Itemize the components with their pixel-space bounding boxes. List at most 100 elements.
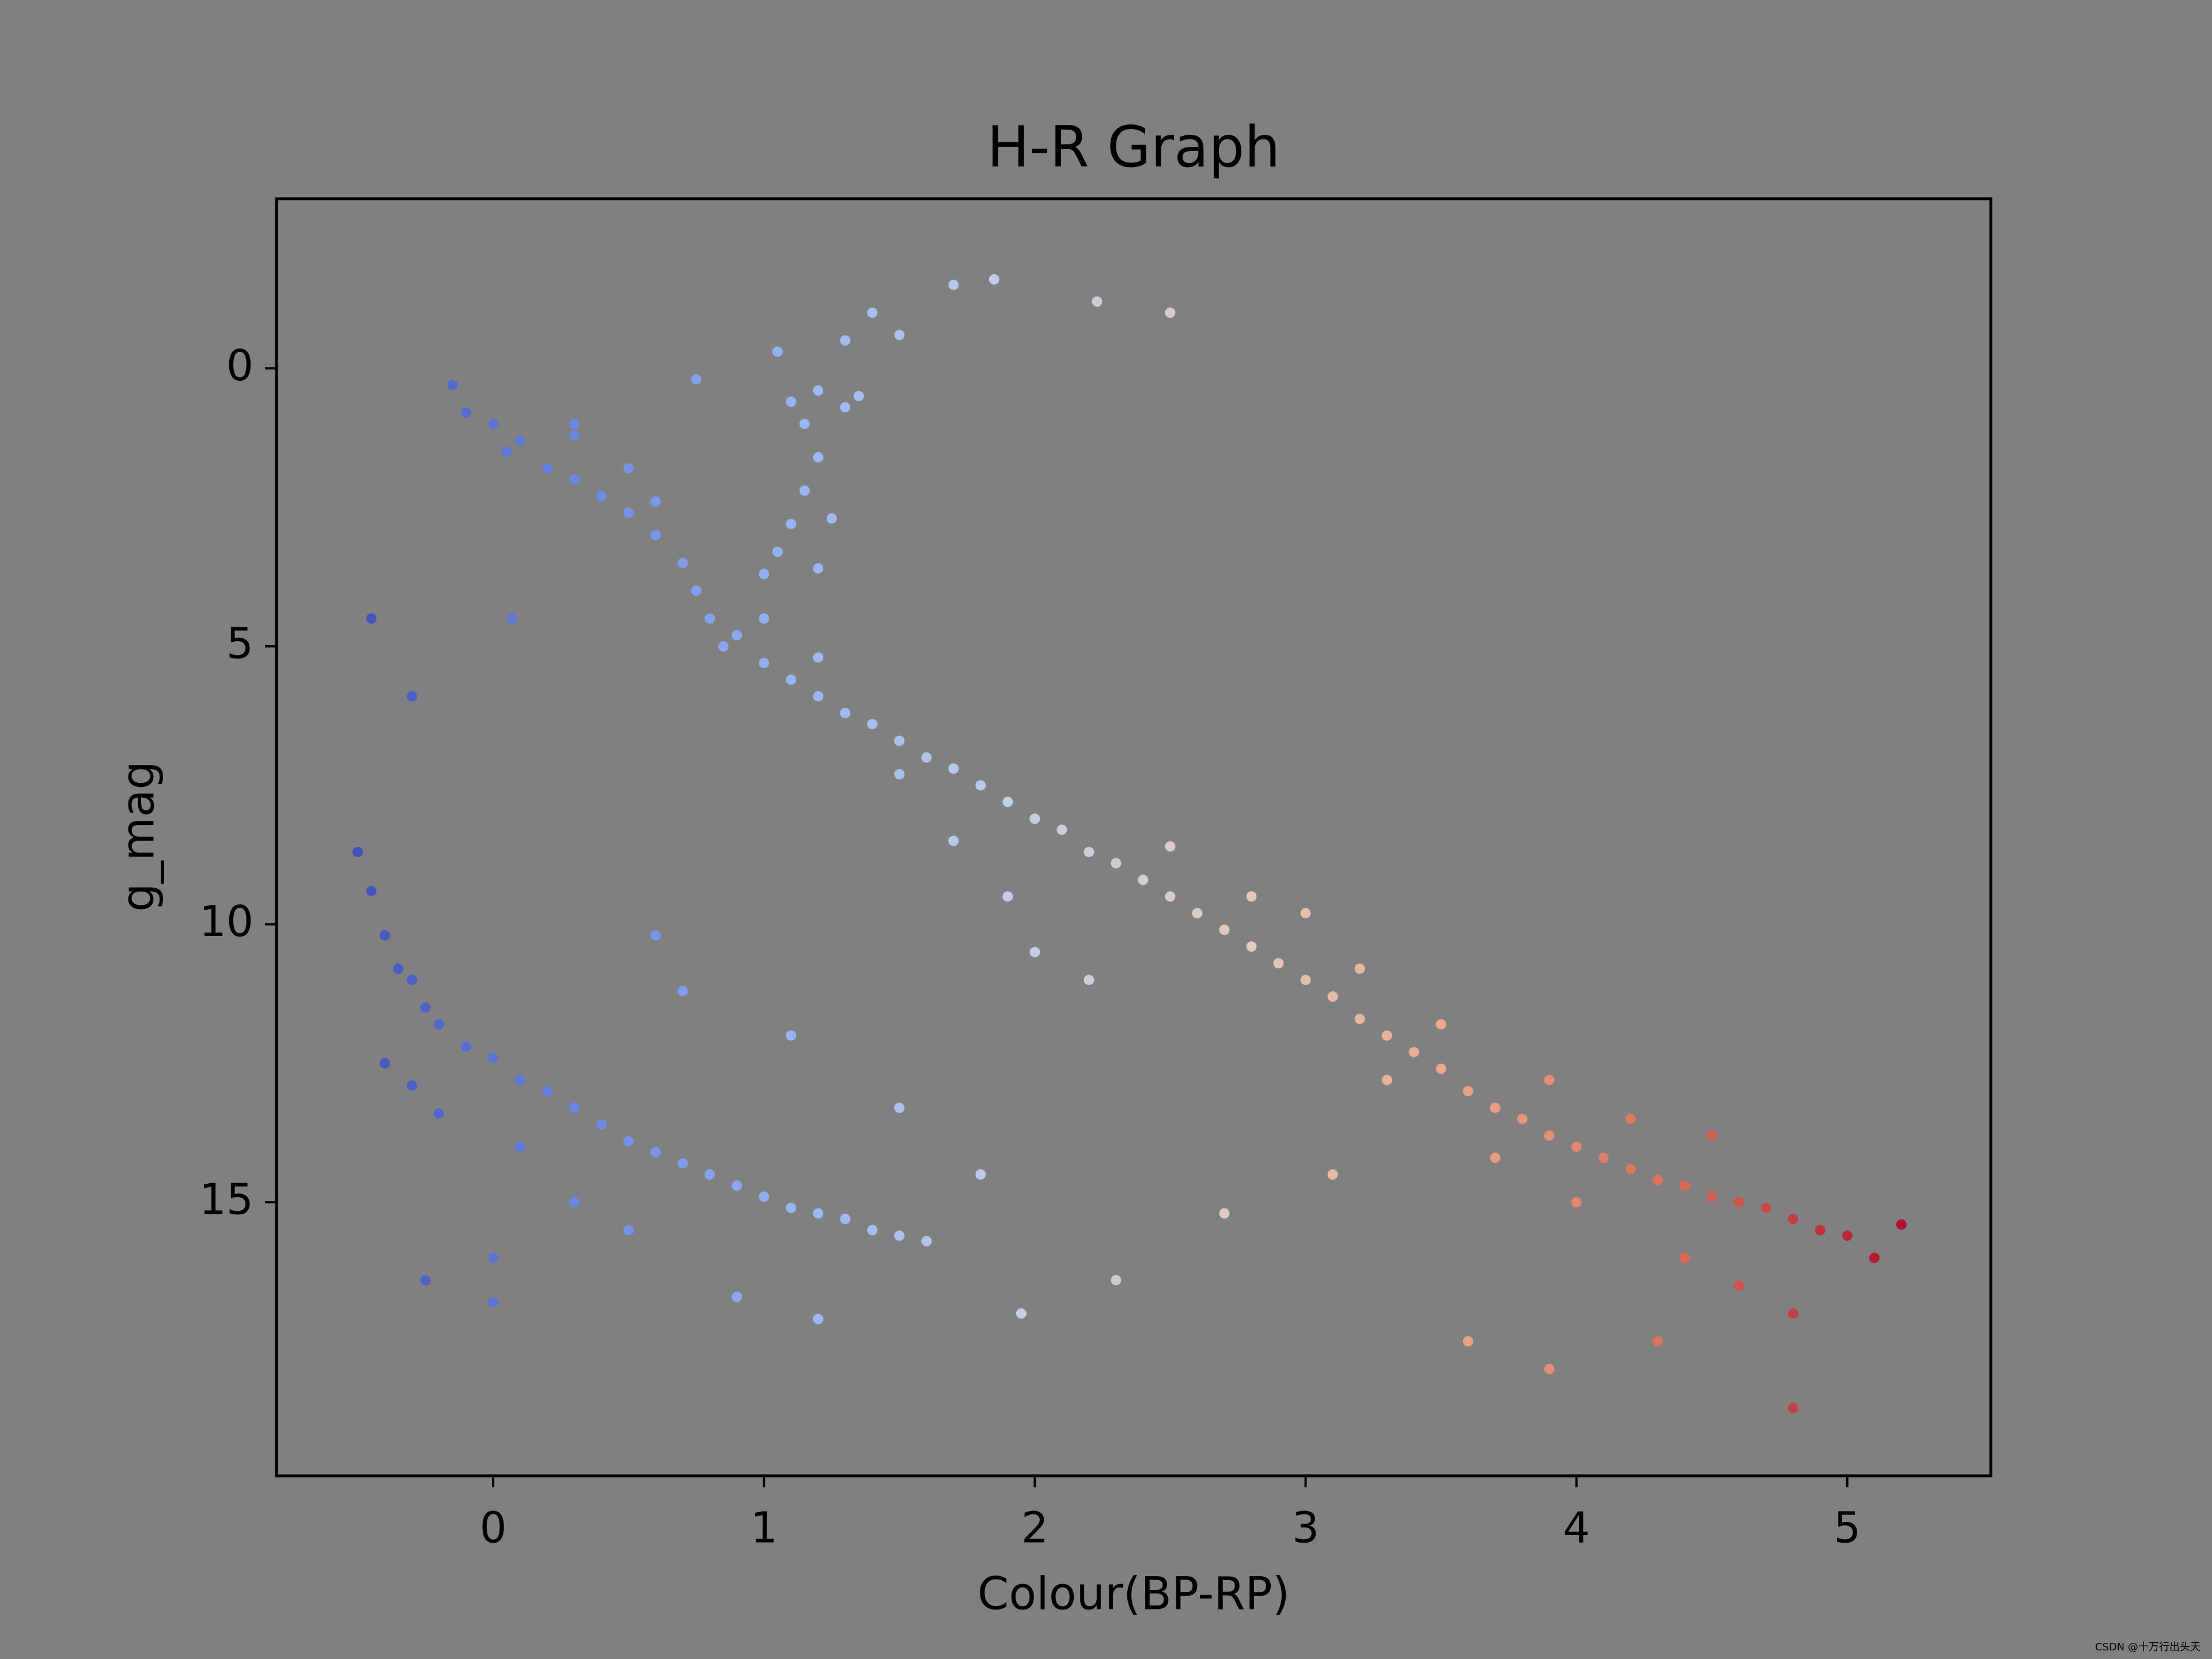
- star-point: [507, 613, 518, 624]
- axes-frame: [275, 197, 1993, 1478]
- star-point: [894, 329, 905, 340]
- star-point: [1435, 1019, 1446, 1030]
- star-point: [1463, 1336, 1474, 1347]
- star-point: [407, 691, 418, 702]
- star-point: [1733, 1280, 1744, 1291]
- star-point: [1679, 1180, 1690, 1191]
- star-point: [1092, 296, 1103, 307]
- star-point: [1327, 1169, 1338, 1180]
- star-point: [650, 930, 661, 941]
- star-point: [1435, 1063, 1446, 1074]
- points: [353, 274, 1907, 1414]
- star-point: [1760, 1202, 1771, 1213]
- star-point: [975, 1169, 986, 1180]
- y-tick-label: 15: [199, 1175, 253, 1225]
- star-point: [1219, 1208, 1230, 1219]
- star-point: [569, 474, 580, 485]
- star-point: [921, 752, 932, 763]
- star-point: [1084, 975, 1094, 986]
- star-point: [1490, 1152, 1501, 1163]
- star-point: [1002, 891, 1013, 902]
- star-point: [353, 847, 363, 858]
- star-point: [407, 975, 418, 986]
- star-point: [1273, 958, 1284, 969]
- star-point: [975, 780, 986, 791]
- y-axis-label: g_mag: [112, 761, 164, 912]
- star-point: [488, 1052, 499, 1063]
- star-point: [772, 346, 783, 357]
- star-point: [1571, 1141, 1582, 1152]
- star-point: [867, 307, 878, 318]
- star-point: [1625, 1113, 1636, 1124]
- star-point: [1327, 991, 1338, 1002]
- star-point: [1815, 1225, 1825, 1236]
- star-point: [691, 585, 702, 596]
- star-point: [650, 1147, 661, 1158]
- star-point: [759, 613, 770, 624]
- star-point: [813, 1208, 824, 1219]
- star-point: [542, 1086, 553, 1097]
- star-point: [786, 518, 797, 529]
- star-point: [1490, 1103, 1501, 1113]
- chart-title: H-R Graph: [987, 115, 1281, 180]
- star-point: [1787, 1308, 1798, 1319]
- star-point: [623, 507, 634, 518]
- star-point: [1016, 1308, 1027, 1319]
- x-tick-label: 1: [751, 1503, 778, 1553]
- star-point: [515, 1074, 526, 1085]
- star-point: [1165, 841, 1176, 852]
- star-point: [569, 1103, 580, 1113]
- star-point: [1517, 1113, 1528, 1124]
- star-point: [1219, 925, 1230, 935]
- star-point: [786, 1202, 797, 1213]
- star-point: [1625, 1164, 1636, 1175]
- star-point: [1706, 1191, 1717, 1202]
- star-point: [948, 763, 959, 774]
- star-point: [1165, 307, 1176, 318]
- y-tick-label: 10: [199, 897, 253, 946]
- star-point: [420, 1275, 431, 1286]
- x-tick-label: 5: [1834, 1503, 1861, 1553]
- star-point: [434, 1019, 445, 1030]
- star-point: [759, 1191, 770, 1202]
- star-point: [732, 1291, 743, 1302]
- star-point: [569, 1197, 580, 1208]
- star-point: [380, 1058, 391, 1069]
- watermark: CSDN @十万行出头天: [2095, 1641, 2200, 1653]
- star-point: [1787, 1403, 1798, 1414]
- star-point: [1652, 1175, 1663, 1185]
- star-point: [1381, 1030, 1392, 1041]
- star-point: [813, 385, 824, 396]
- star-point: [1706, 1130, 1717, 1141]
- star-point: [1544, 1074, 1555, 1085]
- star-point: [1056, 824, 1067, 835]
- star-point: [867, 719, 878, 730]
- star-point: [488, 418, 499, 429]
- star-point: [515, 1141, 526, 1152]
- star-point: [1679, 1252, 1690, 1263]
- star-point: [623, 1135, 634, 1146]
- star-point: [1246, 891, 1257, 902]
- star-point: [569, 418, 580, 429]
- star-point: [1084, 847, 1094, 858]
- x-tick-label: 2: [1021, 1503, 1048, 1553]
- star-point: [1029, 813, 1040, 824]
- star-point: [948, 279, 959, 290]
- star-point: [813, 452, 824, 463]
- star-point: [704, 613, 715, 624]
- star-point: [1165, 891, 1176, 902]
- star-point: [1842, 1230, 1853, 1241]
- star-point: [434, 1108, 445, 1119]
- star-point: [1652, 1336, 1663, 1347]
- star-point: [759, 657, 770, 668]
- star-point: [948, 835, 959, 846]
- star-point: [569, 430, 580, 441]
- star-point: [1598, 1152, 1609, 1163]
- star-point: [461, 1041, 472, 1052]
- star-point: [1408, 1047, 1419, 1058]
- star-point: [1029, 946, 1040, 957]
- star-point: [732, 630, 743, 641]
- star-point: [596, 1119, 607, 1130]
